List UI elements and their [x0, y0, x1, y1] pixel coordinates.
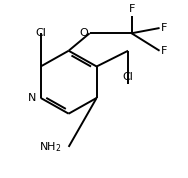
Text: O: O — [79, 28, 88, 38]
Text: F: F — [128, 4, 135, 14]
Text: NH$_2$: NH$_2$ — [39, 140, 62, 154]
Text: F: F — [161, 46, 168, 56]
Text: Cl: Cl — [35, 28, 46, 38]
Text: Cl: Cl — [123, 72, 133, 82]
Text: F: F — [161, 23, 168, 33]
Text: N: N — [28, 93, 36, 103]
